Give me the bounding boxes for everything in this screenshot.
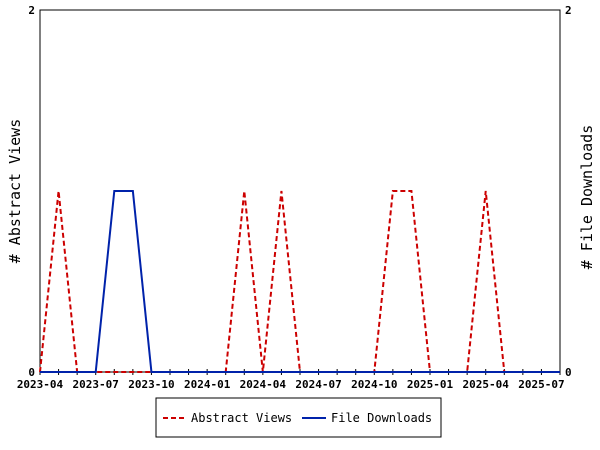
x-tick-label: 2024-01 xyxy=(184,378,231,391)
x-tick-label: 2025-04 xyxy=(463,378,510,391)
y-left-tick-bottom: 0 xyxy=(28,366,35,379)
series-lines xyxy=(39,190,560,373)
x-tick-label: 2023-07 xyxy=(73,378,119,391)
x-tick-label: 2023-04 xyxy=(17,378,64,391)
legend-box xyxy=(155,397,442,438)
x-tick-label: 2025-07 xyxy=(518,378,564,391)
x-tick-label: 2024-04 xyxy=(240,378,287,391)
series-line-file-downloads xyxy=(40,190,560,373)
y-right-tick-bottom: 0 xyxy=(565,366,572,379)
x-tick-label: 2025-01 xyxy=(407,378,454,391)
y-left-axis-title: # Abstract Views xyxy=(6,119,24,264)
x-tick-label: 2023-10 xyxy=(128,378,174,391)
legend: Abstract Views File Downloads xyxy=(155,397,442,438)
x-tick-label: 2024-10 xyxy=(351,378,397,391)
y-left-tick-top: 2 xyxy=(28,4,35,17)
legend-label-abstract-views: Abstract Views xyxy=(191,411,292,425)
y-right-axis-title: # File Downloads xyxy=(578,125,596,270)
legend-label-file-downloads: File Downloads xyxy=(331,411,432,425)
x-tick-label: 2024-07 xyxy=(295,378,341,391)
y-right-tick-top: 2 xyxy=(565,4,572,17)
